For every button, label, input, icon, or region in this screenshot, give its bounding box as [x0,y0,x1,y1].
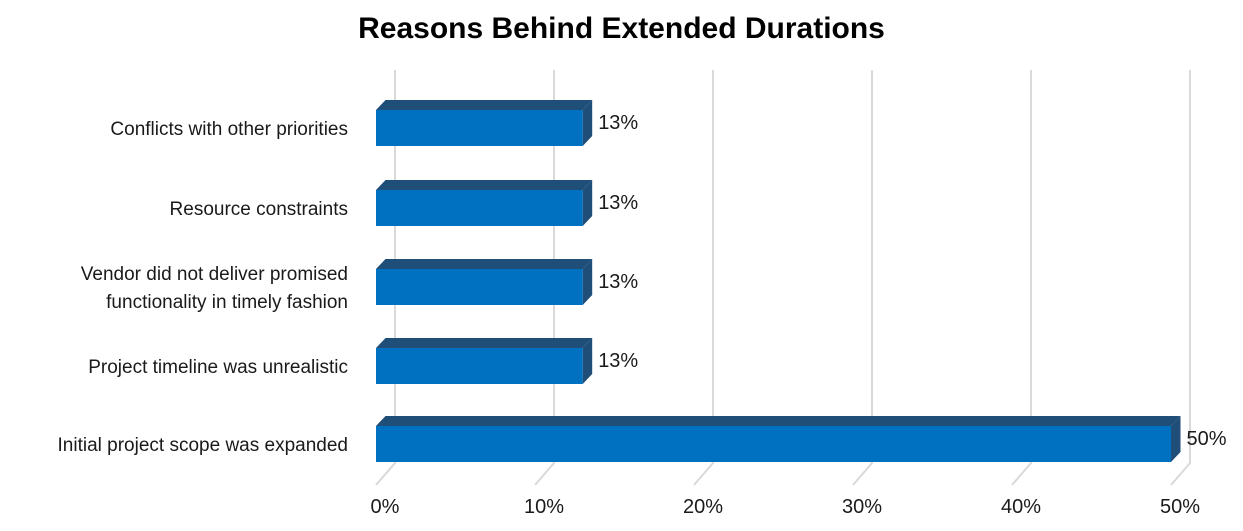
bar [376,348,583,384]
bars [376,100,1181,462]
bar-group [376,100,593,146]
bar-side [582,338,593,384]
bar-top [376,416,1181,426]
data-label: 13% [598,192,638,214]
category-label-line: Project timeline was unrealistic [88,357,348,378]
x-tick-label: 10% [524,496,564,518]
data-label: 50% [1187,428,1227,450]
category-label: Vendor did not deliver promised functiona… [81,264,348,313]
x-tick-label: 50% [1160,496,1200,518]
x-axis-ticks: 0% 10% 20% 30% 40% 50% [371,496,1201,518]
bar-top [376,180,593,190]
bar-top [376,100,593,110]
category-label: Resource constraints [170,199,348,220]
data-label: 13% [598,112,638,134]
category-label: Initial project scope was expanded [58,435,348,456]
bar-group [376,259,593,305]
bar-side [1171,416,1181,462]
x-tick-label: 40% [1001,496,1041,518]
bar [376,269,583,305]
gridline [852,70,873,486]
category-label-line: Resource constraints [170,199,348,220]
data-label: 13% [598,271,638,293]
gridline [1170,70,1191,486]
bar-top [376,338,593,348]
gridline [1011,70,1032,486]
x-tick-label: 0% [371,496,400,518]
bar-group [376,180,593,226]
y-axis-labels: Conflicts with other priorities Resource … [58,119,348,456]
category-label-line: Conflicts with other priorities [110,119,348,140]
bar [376,110,583,146]
bar [376,190,583,226]
bar [376,426,1171,462]
bar-side [582,180,593,226]
bar-group [376,338,593,384]
gridline [693,70,714,486]
bar-top [376,259,593,269]
category-label-line: Vendor did not deliver promised [81,264,348,285]
category-label-line: functionality in timely fashion [106,292,348,313]
x-tick-label: 20% [683,496,723,518]
category-label-line: Initial project scope was expanded [58,435,348,456]
x-tick-label: 30% [842,496,882,518]
category-label: Conflicts with other priorities [110,119,348,140]
bar-group [376,416,1181,462]
category-label: Project timeline was unrealistic [88,357,348,378]
data-label: 13% [598,350,638,372]
bar-side [582,100,593,146]
bar-side [582,259,593,305]
chart-title: Reasons Behind Extended Durations [358,12,885,45]
